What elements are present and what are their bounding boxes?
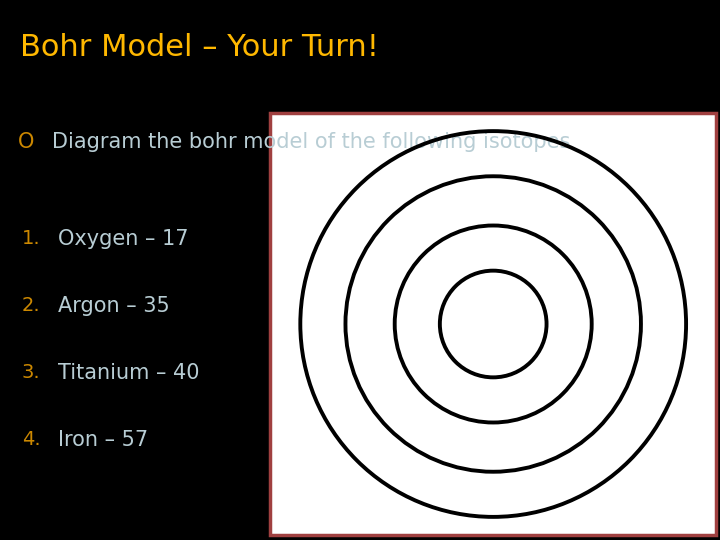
Text: Oxygen – 17: Oxygen – 17 xyxy=(58,229,188,249)
Text: Diagram the bohr model of the following isotopes: Diagram the bohr model of the following … xyxy=(52,132,570,152)
Text: O: O xyxy=(18,132,35,152)
Text: 3.: 3. xyxy=(22,363,40,382)
Text: 2.: 2. xyxy=(22,296,40,315)
FancyBboxPatch shape xyxy=(270,113,716,535)
Text: Argon – 35: Argon – 35 xyxy=(58,296,169,316)
Text: 1.: 1. xyxy=(22,229,40,248)
Text: Bohr Model – Your Turn!: Bohr Model – Your Turn! xyxy=(20,33,379,63)
Text: Titanium – 40: Titanium – 40 xyxy=(58,363,199,383)
Text: 4.: 4. xyxy=(22,430,40,449)
Text: Iron – 57: Iron – 57 xyxy=(58,430,148,450)
